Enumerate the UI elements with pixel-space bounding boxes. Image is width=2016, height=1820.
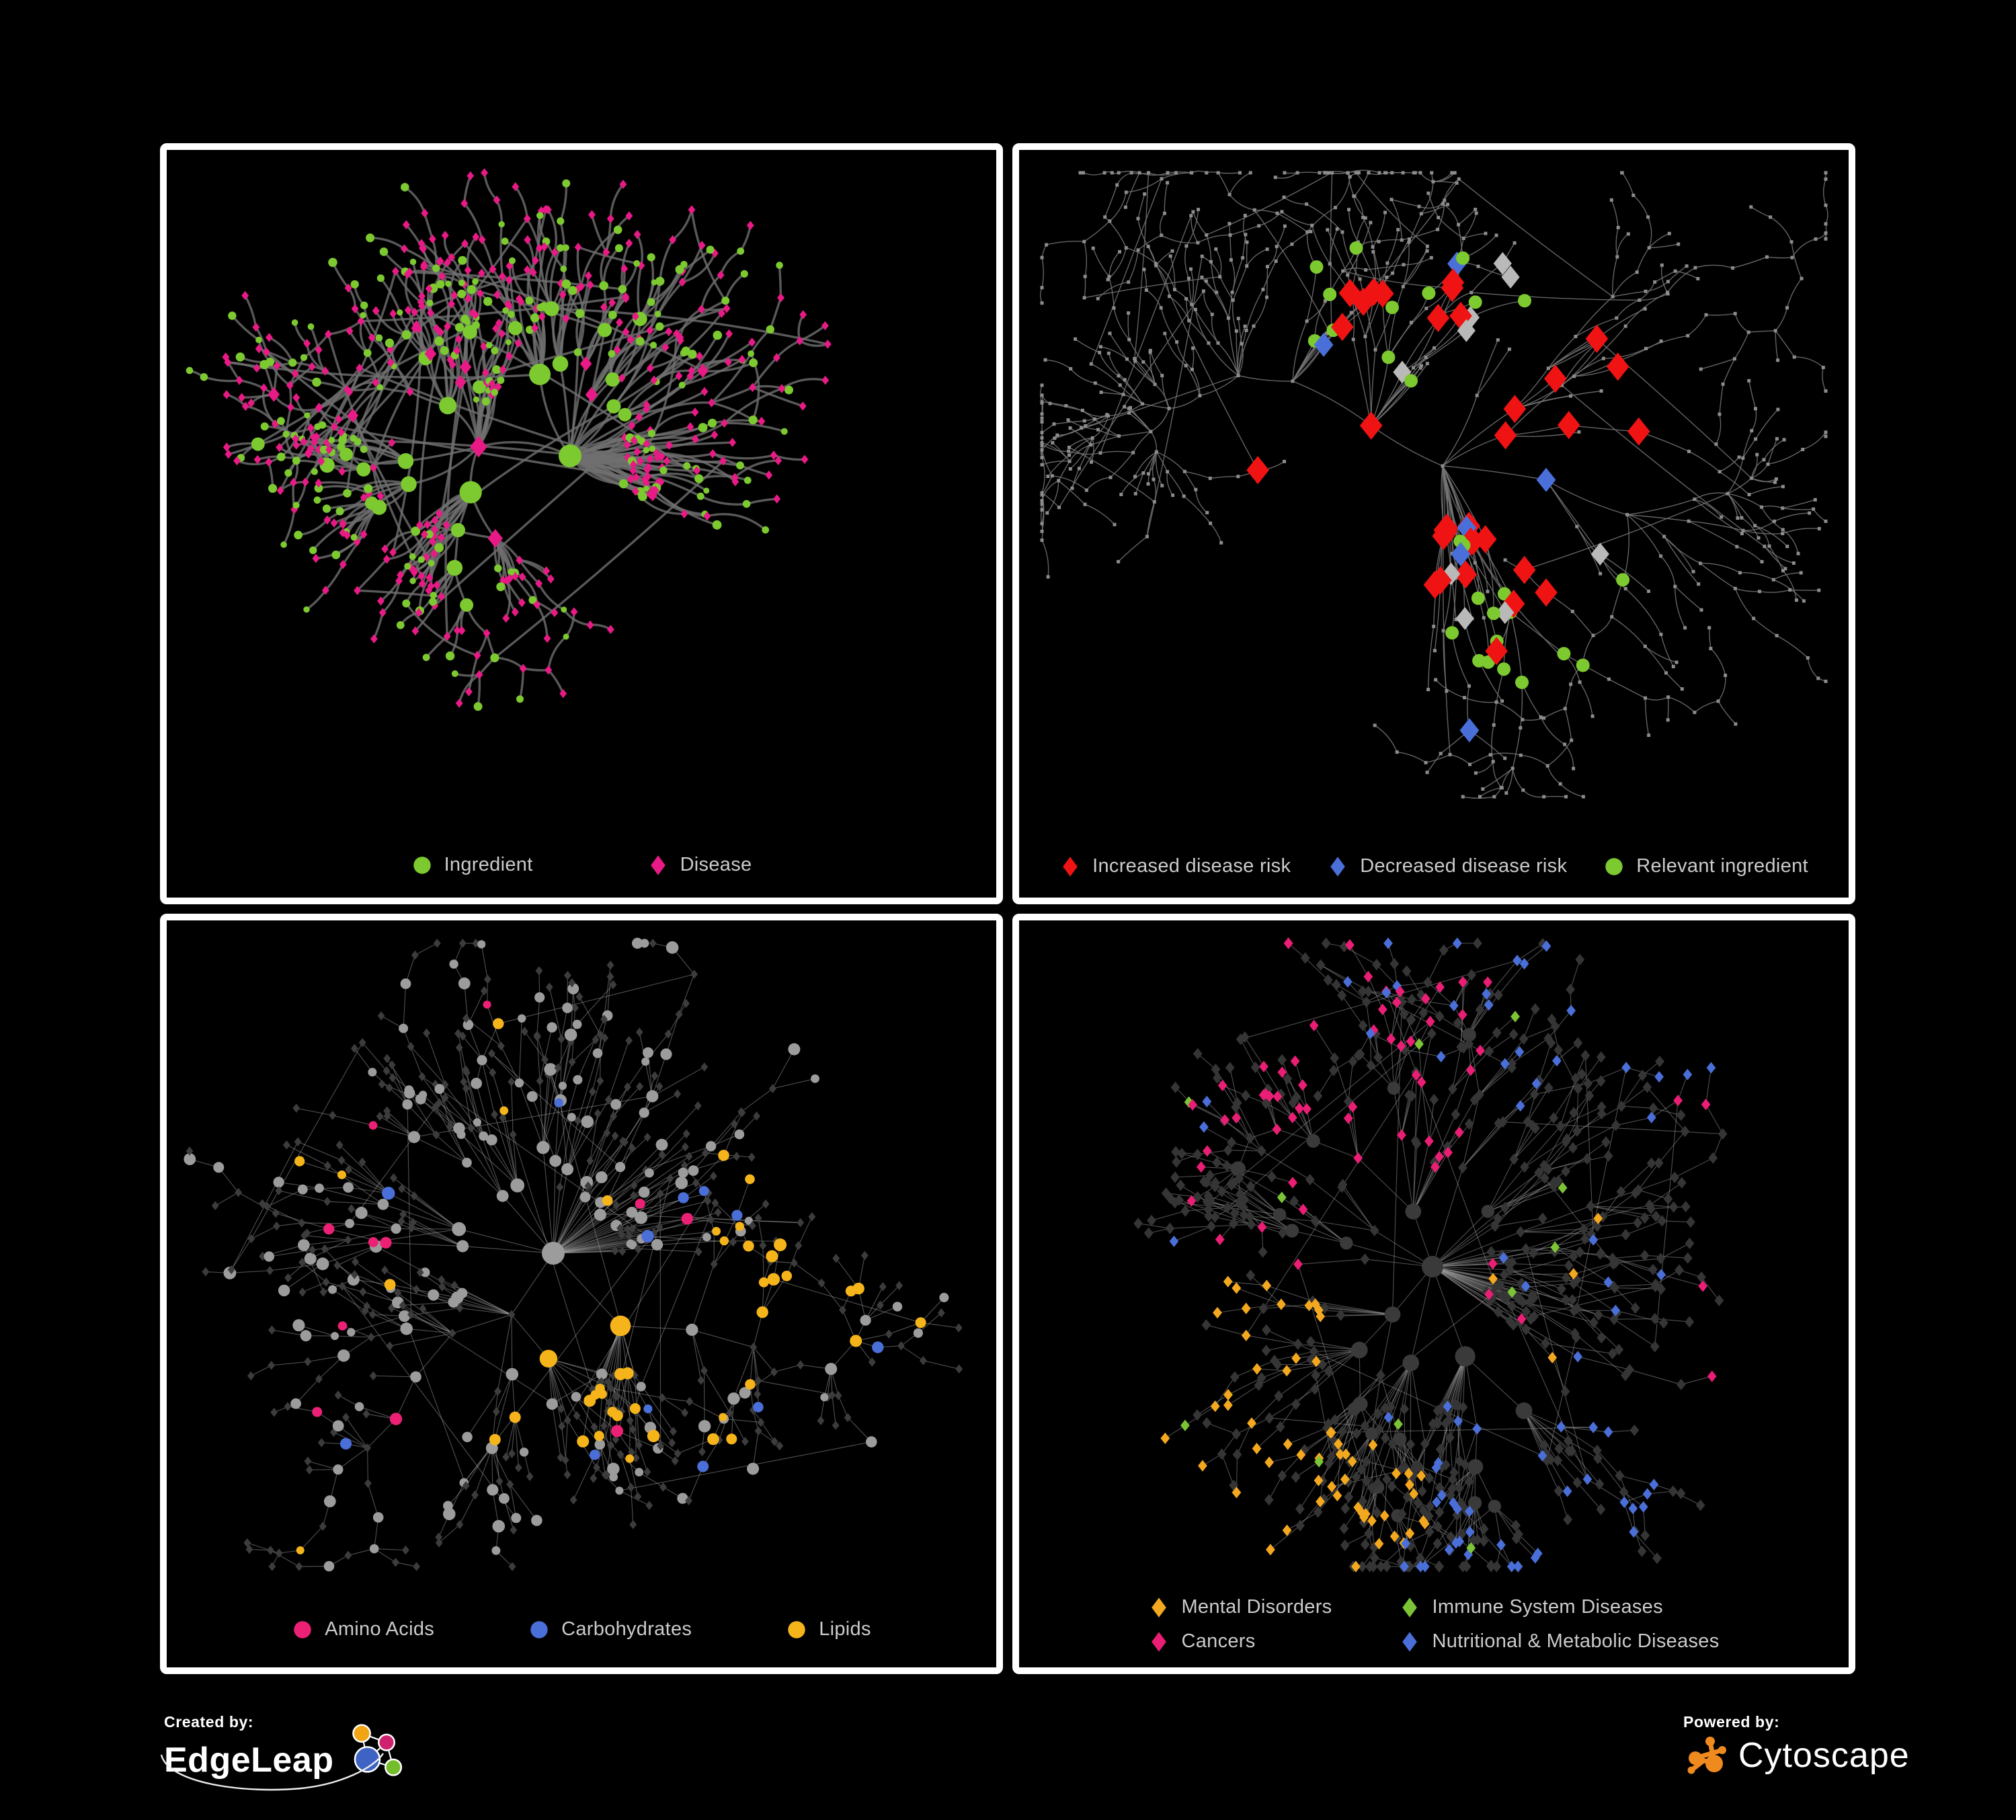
network-nodes <box>186 168 832 711</box>
panel-nutrient-classes: Amino Acids Carbohydrates Lipids <box>160 914 1003 1674</box>
legend-label: Mental Disorders <box>1181 1596 1332 1618</box>
network-edges <box>1040 169 1828 799</box>
legend-item: Increased disease risk <box>1059 855 1291 877</box>
panel-disease-classes: Mental Disorders Immune System Diseases Ca… <box>1012 914 1855 1674</box>
legend-item: Disease <box>647 854 752 876</box>
panel-disease-risk: Increased disease risk Decreased disease … <box>1012 143 1855 904</box>
circle-swatch-icon <box>528 1619 550 1640</box>
network-nodes <box>1133 937 1728 1573</box>
legend-item: Relevant ingredient <box>1603 855 1808 877</box>
diamond-swatch-icon <box>1399 1631 1420 1653</box>
cytoscape-wordmark: Cytoscape <box>1738 1736 1910 1775</box>
legend-item: Amino Acids <box>292 1618 434 1640</box>
powered-by-label: Powered by: <box>1683 1713 1780 1731</box>
legend-label: Immune System Diseases <box>1432 1596 1663 1618</box>
powered-by-block: Powered by: Cytoscape <box>1683 1713 1966 1807</box>
created-by-block: Created by: EdgeLeap <box>160 1713 419 1807</box>
edgeleap-wordmark: EdgeLeap <box>164 1741 334 1780</box>
legend-label: Nutritional & Metabolic Diseases <box>1432 1630 1720 1652</box>
panel-legend: Mental Disorders Immune System Diseases Ca… <box>1019 1596 1849 1653</box>
legend-item: Cancers <box>1148 1630 1255 1653</box>
circle-swatch-icon <box>1603 856 1625 877</box>
legend-label: Ingredient <box>444 854 533 875</box>
legend-label: Lipids <box>819 1618 871 1640</box>
legend-item: Lipids <box>786 1618 871 1640</box>
network-graph <box>1133 937 1728 1573</box>
network-graph <box>184 937 963 1572</box>
created-by-label: Created by: <box>164 1713 254 1731</box>
diamond-swatch-icon <box>1399 1597 1420 1618</box>
legend-label: Decreased disease risk <box>1360 855 1568 877</box>
edgeleap-logo-icon <box>352 1724 402 1776</box>
circle-swatch-icon <box>411 855 433 876</box>
legend-label: Cancers <box>1181 1630 1256 1652</box>
circle-swatch-icon <box>786 1619 807 1640</box>
legend-label: Relevant ingredient <box>1636 855 1808 877</box>
network-nodes <box>184 937 963 1572</box>
diamond-swatch-icon <box>1327 856 1348 877</box>
legend-item: Mental Disorders <box>1148 1596 1332 1618</box>
legend-item: Decreased disease risk <box>1327 855 1567 877</box>
network-graph <box>1040 169 1828 799</box>
diamond-swatch-icon <box>1148 1597 1170 1618</box>
network-graph <box>186 168 832 711</box>
legend-label: Amino Acids <box>325 1618 435 1640</box>
panel-legend: Increased disease risk Decreased disease … <box>1019 855 1849 877</box>
diamond-swatch-icon <box>1059 856 1081 877</box>
panel-legend: Ingredient Disease <box>167 854 996 876</box>
circle-swatch-icon <box>292 1619 313 1640</box>
cytoscape-logo-icon <box>1687 1737 1726 1774</box>
diamond-swatch-icon <box>1148 1631 1170 1653</box>
legend-item: Nutritional & Metabolic Diseases <box>1399 1630 1719 1653</box>
legend-label: Disease <box>680 854 752 875</box>
legend-label: Carbohydrates <box>561 1618 692 1640</box>
panel-ingredient-disease: Ingredient Disease <box>160 143 1003 904</box>
network-edges <box>1138 943 1724 1567</box>
diamond-swatch-icon <box>647 855 669 876</box>
legend-label: Increased disease risk <box>1092 855 1291 877</box>
legend-item: Immune System Diseases <box>1399 1596 1663 1618</box>
legend-item: Carbohydrates <box>528 1618 692 1640</box>
panel-legend: Amino Acids Carbohydrates Lipids <box>167 1618 996 1640</box>
legend-item: Ingredient <box>411 854 533 876</box>
